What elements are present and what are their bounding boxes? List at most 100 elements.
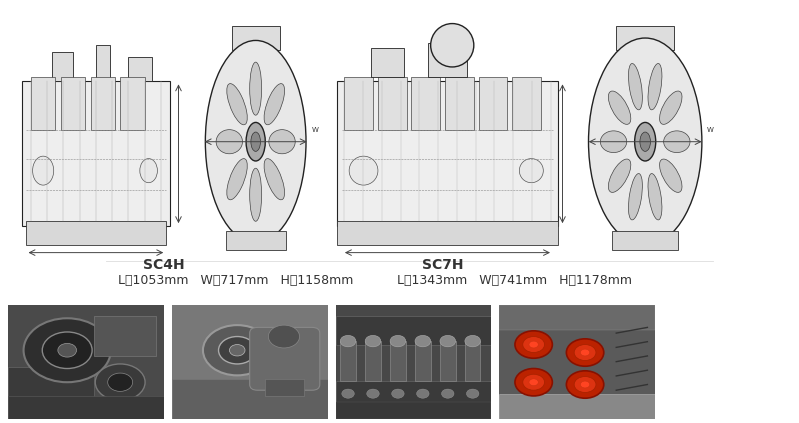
Circle shape: [589, 38, 702, 245]
Circle shape: [529, 379, 539, 386]
Bar: [90, 77, 115, 130]
Bar: [61, 77, 85, 130]
Bar: [378, 77, 407, 130]
Ellipse shape: [659, 91, 682, 124]
Ellipse shape: [600, 131, 626, 153]
Bar: [479, 77, 507, 130]
Ellipse shape: [264, 159, 284, 200]
Circle shape: [415, 335, 431, 347]
Circle shape: [108, 373, 133, 391]
Bar: [22, 81, 169, 226]
Bar: [344, 77, 373, 130]
Bar: [371, 48, 404, 77]
Circle shape: [342, 389, 354, 398]
Bar: [26, 221, 166, 245]
Ellipse shape: [608, 91, 631, 124]
Bar: [428, 43, 467, 77]
Bar: [336, 381, 491, 402]
Circle shape: [246, 122, 265, 161]
Text: W: W: [707, 126, 714, 133]
Ellipse shape: [216, 130, 243, 154]
Bar: [336, 316, 491, 344]
Ellipse shape: [264, 84, 284, 125]
Bar: [445, 77, 474, 130]
Circle shape: [431, 24, 474, 67]
Bar: [411, 77, 440, 130]
Circle shape: [442, 389, 454, 398]
Text: SC7H: SC7H: [422, 258, 463, 272]
Circle shape: [515, 331, 552, 358]
Ellipse shape: [659, 159, 682, 192]
Circle shape: [95, 364, 145, 401]
Circle shape: [349, 156, 378, 185]
Bar: [232, 26, 280, 50]
Ellipse shape: [227, 84, 247, 125]
Bar: [340, 341, 356, 381]
Bar: [226, 231, 286, 250]
Circle shape: [42, 332, 92, 368]
Circle shape: [574, 376, 596, 393]
Bar: [337, 221, 558, 245]
Circle shape: [634, 122, 656, 161]
Bar: [512, 77, 541, 130]
Bar: [499, 394, 655, 419]
Circle shape: [203, 325, 272, 375]
Text: L：1343mm   W：741mm   H：1178mm: L：1343mm W：741mm H：1178mm: [397, 274, 632, 287]
Circle shape: [519, 159, 543, 183]
Bar: [336, 402, 491, 419]
Ellipse shape: [608, 159, 631, 192]
Circle shape: [365, 335, 381, 347]
Bar: [121, 77, 145, 130]
Circle shape: [140, 159, 157, 183]
Ellipse shape: [227, 159, 247, 200]
Circle shape: [58, 343, 77, 357]
Ellipse shape: [648, 173, 662, 220]
Ellipse shape: [664, 131, 690, 153]
Circle shape: [205, 41, 306, 243]
Circle shape: [515, 368, 552, 396]
Circle shape: [523, 337, 545, 352]
Ellipse shape: [648, 63, 662, 110]
Circle shape: [467, 389, 479, 398]
Circle shape: [340, 335, 356, 347]
Circle shape: [416, 389, 429, 398]
Ellipse shape: [249, 168, 262, 221]
Circle shape: [219, 337, 256, 364]
Bar: [96, 45, 110, 82]
Circle shape: [580, 381, 590, 388]
Circle shape: [23, 318, 111, 382]
Text: SC4H: SC4H: [143, 258, 185, 272]
Text: L：1053mm   W：717mm   H：1158mm: L：1053mm W：717mm H：1158mm: [118, 274, 354, 287]
Circle shape: [251, 132, 260, 151]
Bar: [465, 341, 480, 381]
Text: W: W: [312, 126, 319, 133]
Ellipse shape: [629, 63, 642, 110]
Circle shape: [566, 371, 604, 398]
Circle shape: [580, 349, 590, 356]
Bar: [93, 316, 156, 356]
Bar: [265, 379, 304, 396]
Circle shape: [440, 335, 455, 347]
Bar: [612, 231, 678, 250]
Circle shape: [392, 389, 404, 398]
Bar: [8, 367, 93, 419]
Ellipse shape: [249, 62, 262, 115]
Bar: [365, 341, 381, 381]
Circle shape: [33, 156, 54, 185]
Bar: [337, 81, 558, 226]
Bar: [616, 26, 674, 50]
FancyBboxPatch shape: [249, 327, 320, 390]
Ellipse shape: [629, 173, 642, 220]
Bar: [31, 77, 55, 130]
Circle shape: [529, 341, 539, 348]
Circle shape: [268, 325, 300, 348]
Circle shape: [640, 132, 650, 151]
Circle shape: [367, 389, 380, 398]
Circle shape: [390, 335, 406, 347]
Circle shape: [229, 344, 245, 356]
Circle shape: [574, 344, 596, 360]
Bar: [128, 58, 152, 82]
Circle shape: [465, 335, 480, 347]
Bar: [390, 341, 406, 381]
Bar: [52, 52, 73, 82]
